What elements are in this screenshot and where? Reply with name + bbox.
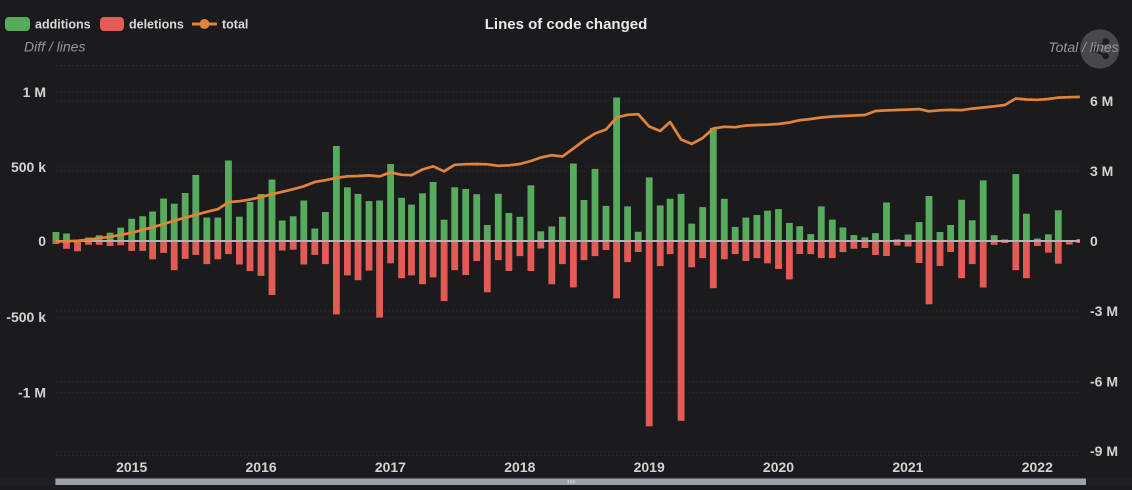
svg-text:total: total bbox=[222, 18, 248, 32]
svg-text:2018: 2018 bbox=[504, 459, 535, 475]
svg-text:-500 k: -500 k bbox=[6, 309, 46, 325]
svg-text:1 M: 1 M bbox=[23, 84, 46, 100]
svg-text:deletions: deletions bbox=[129, 18, 184, 32]
svg-text:-6 M: -6 M bbox=[1090, 374, 1118, 390]
svg-text:Total / lines: Total / lines bbox=[1048, 39, 1118, 55]
svg-text:500 k: 500 k bbox=[11, 159, 46, 175]
svg-text:2020: 2020 bbox=[763, 459, 794, 475]
svg-text:-1 M: -1 M bbox=[18, 384, 46, 400]
svg-text:2022: 2022 bbox=[1022, 459, 1053, 475]
svg-text:2017: 2017 bbox=[375, 459, 406, 475]
svg-text:6 M: 6 M bbox=[1090, 93, 1113, 109]
svg-text:0: 0 bbox=[38, 233, 46, 249]
svg-text:-9 M: -9 M bbox=[1090, 443, 1118, 459]
svg-text:2019: 2019 bbox=[634, 459, 665, 475]
svg-text:2015: 2015 bbox=[116, 459, 147, 475]
svg-text:3 M: 3 M bbox=[1090, 163, 1113, 179]
svg-text:-3 M: -3 M bbox=[1090, 303, 1118, 319]
svg-text:additions: additions bbox=[35, 18, 91, 32]
svg-text:2021: 2021 bbox=[892, 459, 923, 475]
svg-text:Diff / lines: Diff / lines bbox=[24, 39, 85, 55]
svg-text:2016: 2016 bbox=[246, 459, 277, 475]
svg-text:Lines of code changed: Lines of code changed bbox=[485, 16, 648, 33]
svg-text:0: 0 bbox=[1090, 233, 1098, 249]
